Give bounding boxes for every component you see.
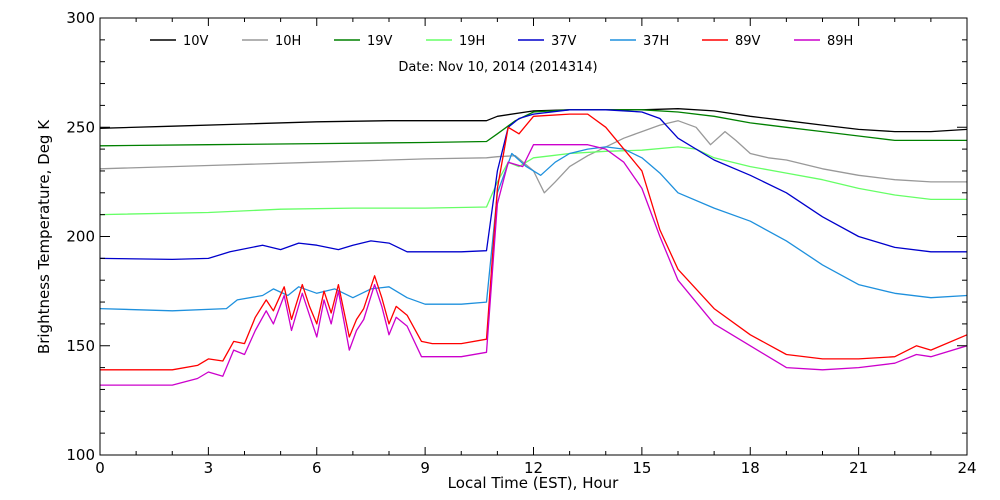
x-tick-label: 0 <box>95 459 105 477</box>
series-line-19h <box>100 146 967 216</box>
chart-title: Date: Nov 10, 2014 (2014314) <box>398 60 597 75</box>
x-tick-label: 12 <box>524 459 543 477</box>
legend-label-37h: 37H <box>643 34 669 49</box>
series-line-37h <box>100 146 967 312</box>
legend-label-19h: 19H <box>459 34 485 49</box>
legend-label-19v: 19V <box>367 34 393 49</box>
series-line-89v <box>100 113 967 371</box>
legend-label-89v: 89V <box>735 34 761 49</box>
y-tick-label: 250 <box>66 118 95 136</box>
series-line-89h <box>100 144 967 386</box>
x-tick-label: 6 <box>312 459 322 477</box>
axes: 0 3 6 9 12 15 18 21 24 100 150 200 250 300 <box>66 9 976 477</box>
x-tick-label: 21 <box>849 459 868 477</box>
y-tick-label: 150 <box>66 337 95 355</box>
plot-series <box>100 108 967 386</box>
legend: 10V 10H 19V 19H 37V 37H 89V 89H <box>150 34 853 49</box>
y-axis-label: Brightness Temperature, Deg K <box>35 119 53 354</box>
legend-label-37v: 37V <box>551 34 577 49</box>
x-axis-label: Local Time (EST), Hour <box>448 474 619 492</box>
plot-frame <box>99 17 968 456</box>
legend-label-10h: 10H <box>275 34 301 49</box>
x-tick-label: 24 <box>957 459 976 477</box>
y-tick-label: 100 <box>66 446 95 464</box>
x-tick-label: 18 <box>741 459 760 477</box>
legend-label-89h: 89H <box>827 34 853 49</box>
series-line-19v <box>100 109 967 147</box>
y-tick-label: 200 <box>66 228 95 246</box>
series-line-10h <box>100 120 967 194</box>
x-tick-label: 3 <box>204 459 214 477</box>
legend-label-10v: 10V <box>183 34 209 49</box>
y-tick-label: 300 <box>66 9 95 27</box>
x-tick-label: 15 <box>632 459 651 477</box>
series-line-37v <box>100 109 967 261</box>
x-tick-label: 9 <box>420 459 430 477</box>
